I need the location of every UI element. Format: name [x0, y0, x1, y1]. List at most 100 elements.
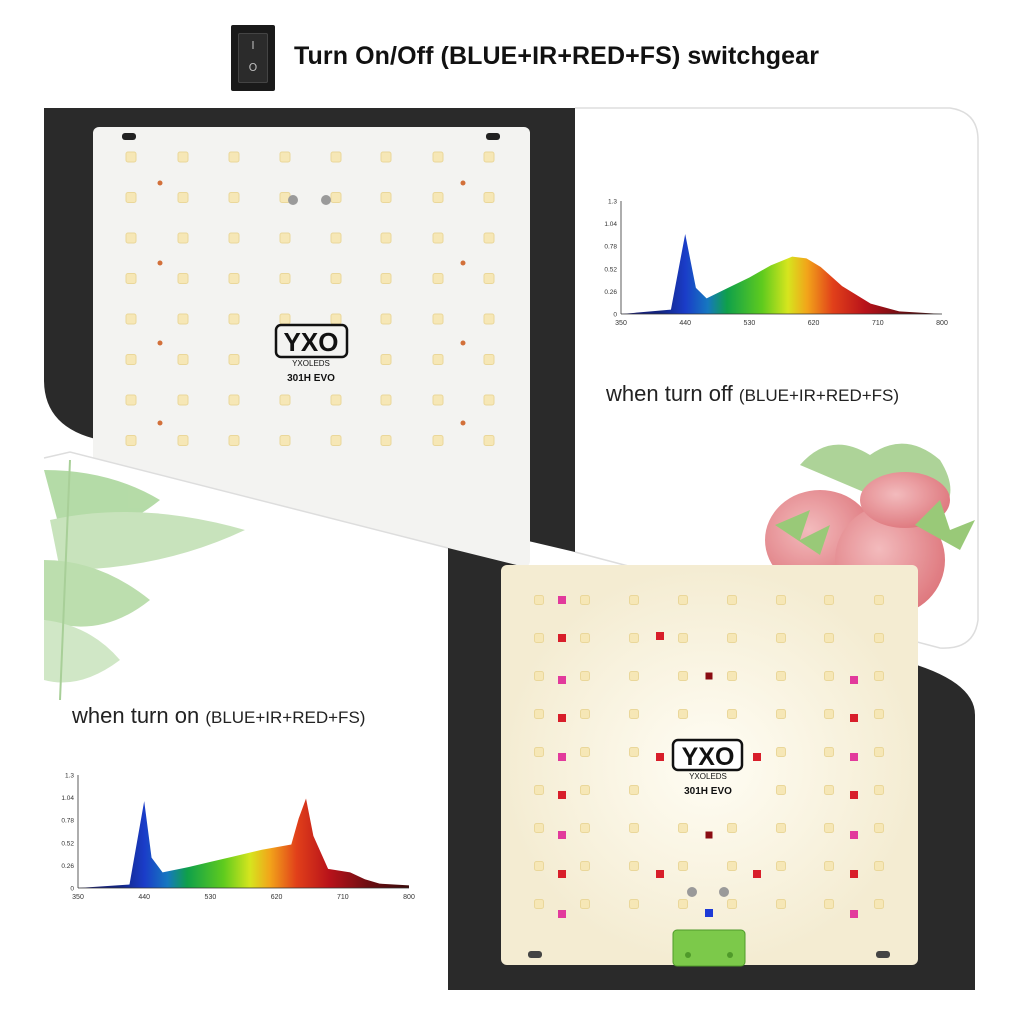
led	[380, 313, 392, 325]
led	[874, 671, 884, 681]
led-pink	[850, 676, 858, 684]
led	[125, 394, 137, 406]
panel-off-logo: YXO YXOLEDS 301H EVO	[274, 323, 349, 384]
led-red	[850, 870, 858, 878]
led-pink	[850, 753, 858, 761]
led	[380, 273, 392, 284]
led	[580, 671, 590, 681]
driver-terminal	[672, 929, 746, 967]
led	[580, 633, 590, 643]
led	[534, 823, 544, 833]
led	[824, 899, 834, 909]
led	[824, 595, 834, 605]
led-red	[558, 634, 566, 642]
led	[177, 394, 189, 406]
caption-off-paren: (BLUE+IR+RED+FS)	[738, 386, 900, 405]
led	[330, 232, 342, 244]
led	[580, 595, 590, 605]
switch-off-symbol: O	[248, 61, 258, 74]
led	[874, 633, 884, 643]
x-tick-label: 800	[936, 320, 948, 327]
led-pink	[558, 596, 566, 604]
spectrum-area	[621, 234, 942, 314]
led	[330, 313, 342, 325]
led	[678, 633, 688, 643]
led	[776, 861, 786, 871]
switch-on-symbol: I	[251, 39, 255, 52]
spectrum-area	[78, 798, 409, 888]
led	[228, 313, 240, 325]
model-label-on: 301H EVO	[684, 786, 732, 797]
led	[678, 595, 688, 605]
led	[678, 861, 688, 871]
led	[824, 823, 834, 833]
panel-off-board	[93, 127, 530, 567]
led-ir	[705, 672, 713, 680]
led	[534, 861, 544, 871]
led-red	[558, 791, 566, 799]
led	[727, 671, 737, 681]
screw-icon	[288, 195, 298, 205]
y-tick-label: 1.3	[65, 773, 74, 780]
y-tick-label: 0	[70, 886, 74, 893]
led-ir	[460, 180, 466, 186]
x-tick-label: 440	[679, 320, 691, 327]
caption-on-paren: (BLUE+IR+RED+FS)	[205, 708, 366, 727]
top-card-border	[574, 107, 979, 649]
x-tick-label: 710	[872, 320, 884, 327]
led	[580, 899, 590, 909]
led	[483, 151, 495, 163]
led	[380, 435, 392, 446]
led-pink	[850, 910, 858, 918]
led	[279, 394, 291, 406]
x-tick-label: 620	[808, 320, 820, 327]
led	[125, 435, 137, 446]
led	[776, 747, 786, 757]
led	[177, 192, 189, 203]
led	[279, 232, 291, 244]
rocker-switch-icon: I O	[231, 25, 275, 91]
led-pink	[558, 831, 566, 839]
screw-icon	[321, 195, 331, 205]
led	[330, 192, 342, 203]
led	[279, 273, 291, 284]
mount-hole	[486, 133, 500, 140]
panel-on-leds	[534, 595, 884, 918]
y-tick-label: 1.04	[604, 221, 617, 228]
led	[580, 823, 590, 833]
led	[279, 435, 291, 446]
led	[629, 633, 639, 643]
led	[776, 595, 786, 605]
led	[483, 435, 495, 446]
led-red	[656, 870, 664, 878]
led-blue	[705, 909, 713, 917]
led	[125, 273, 137, 284]
led-red	[656, 753, 664, 761]
led	[380, 232, 392, 244]
led	[727, 709, 737, 719]
led	[330, 435, 342, 446]
led	[228, 192, 240, 203]
x-tick-label: 440	[138, 894, 150, 901]
led	[125, 313, 137, 325]
y-tick-label: 0.26	[604, 289, 617, 296]
led-ir	[460, 420, 466, 426]
led	[534, 899, 544, 909]
led	[727, 595, 737, 605]
led	[580, 785, 590, 795]
led	[874, 785, 884, 795]
led	[228, 151, 240, 163]
led	[824, 633, 834, 643]
plant-leaves-image	[44, 459, 245, 701]
led	[177, 354, 189, 365]
led	[534, 671, 544, 681]
panel-on-logo: YXO YXOLEDS 301H EVO	[671, 738, 744, 797]
led	[483, 192, 495, 203]
led	[380, 192, 392, 203]
led	[629, 785, 639, 795]
spectrum-chart-on: 350 440 530 620 710 800 0 0.26 0.52 0.78 1.04 1.3	[61, 773, 415, 902]
led	[483, 313, 495, 325]
led	[678, 709, 688, 719]
led-ir	[460, 340, 466, 346]
led	[228, 232, 240, 244]
